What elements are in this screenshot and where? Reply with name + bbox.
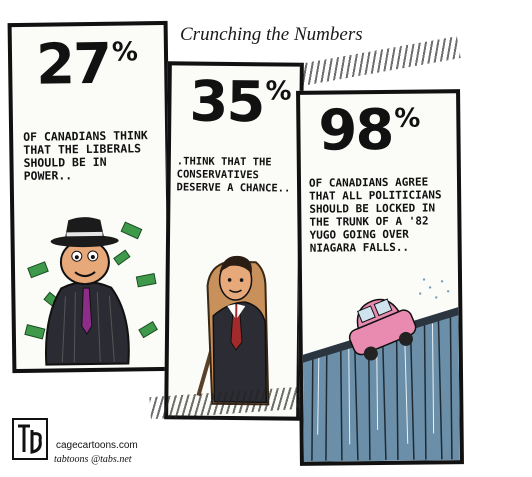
cartoon-caption: Crunching the Numbers [180, 24, 363, 45]
signature-site: cagecartoons.com [56, 440, 138, 451]
tab-signature-icon [18, 424, 42, 454]
panel-conservatives: 35% .THINK THAT THE CONSERVATIVES DESERV… [164, 61, 304, 421]
niagara-falls-car-illustration [302, 278, 460, 462]
panel-politicians: 98% OF CANADIANS AGREE THAT ALL POLITICI… [296, 89, 464, 466]
panel-liberals: 27% OF CANADIANS THINK THAT THE LIBERALS… [7, 20, 173, 374]
liberal-gangster-illustration [24, 217, 158, 366]
cardboard-cutout-illustration [196, 255, 270, 406]
signature-contact: tabtoons @tabs.net [54, 454, 132, 465]
artist-logo [12, 418, 48, 460]
